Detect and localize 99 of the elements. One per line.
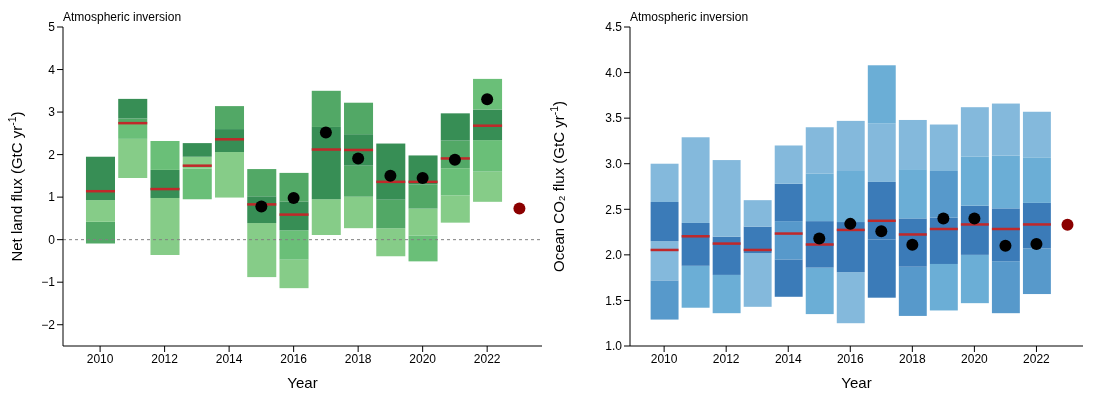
bar [836,222,865,273]
point [968,212,981,225]
x-axis-title: Year [841,374,872,391]
x-tick-label: 2012 [712,351,740,366]
bar [681,222,710,266]
point [352,152,365,165]
bar [991,103,1020,156]
y-tick-label: −2 [41,317,56,332]
y-tick-label: 0 [48,232,56,247]
bar [960,107,989,157]
x-tick-label: 2020 [409,351,437,366]
bar [279,259,309,289]
bar [1022,111,1051,158]
point [416,171,429,184]
bar [408,184,438,209]
bar [440,195,470,223]
point [999,239,1012,252]
x-tick-label: 2010 [650,351,678,366]
bar [836,171,865,223]
y-tick-label: 2 [48,147,56,162]
bar [929,263,958,311]
y-tick-label: 2.5 [605,202,623,217]
point [384,169,397,182]
y-tick-label: 4.5 [605,20,623,35]
bar [311,199,341,235]
bar [650,280,679,320]
y-tick-label: 4 [48,62,56,77]
bar [214,152,245,198]
point [875,225,888,238]
point [844,217,857,230]
bar [774,221,803,260]
bar [681,235,710,238]
point [1061,218,1074,231]
bar [279,230,309,260]
bar [681,265,710,308]
bar [991,155,1020,209]
bar [960,156,989,206]
x-tick-label: 2016 [280,351,308,366]
bar [473,171,503,202]
x-tick-label: 2014 [774,351,802,366]
bar [247,223,277,278]
x-tick-label: 2014 [215,351,243,366]
x-tick-label: 2022 [473,351,501,366]
point [513,202,526,215]
x-tick-label: 2018 [899,351,927,366]
y-tick-label: 3.0 [605,156,623,171]
bar [473,140,503,172]
x-tick-label: 2012 [151,351,179,366]
bar [650,163,679,202]
bar [440,113,470,141]
bar [929,171,958,218]
y-tick-label: 1 [48,190,56,205]
bar [991,261,1020,314]
bar [247,169,277,197]
bar [836,120,865,172]
y-tick-label: 3.5 [605,111,623,126]
bar [1022,248,1051,295]
point [1030,237,1043,250]
bar [150,197,180,255]
chart-title: Atmospheric inversion [63,10,182,24]
bar [991,208,1020,262]
bar [1022,157,1051,203]
bar [805,267,834,315]
y-tick-label: 2.0 [605,248,623,263]
point [937,212,950,225]
bar [214,106,245,130]
x-tick-label: 2010 [86,351,114,366]
x-tick-label: 2020 [961,351,989,366]
y-tick-label: −1 [41,275,56,290]
x-tick-label: 2022 [1023,351,1051,366]
bar [805,173,834,222]
point [287,191,300,204]
x-tick-label: 2018 [344,351,372,366]
bar [712,274,741,314]
y-tick-label: 4.0 [605,65,623,80]
bar [898,169,927,219]
chart-title: Atmospheric inversion [630,10,749,24]
bar [118,123,148,139]
bar [118,98,148,119]
bar [898,119,927,170]
bar [311,90,341,127]
bar [960,254,989,304]
bar [376,228,406,257]
bar [805,127,834,174]
y-tick-label: 1.5 [605,293,623,308]
x-tick-label: 2016 [836,351,864,366]
bar [118,138,148,178]
y-tick-label: 1.0 [605,339,623,354]
y-tick-label: 3 [48,105,56,120]
bar [743,226,772,254]
bar [214,138,245,141]
bar [440,168,470,196]
y-tick-label: 5 [48,20,56,35]
bar [929,124,958,172]
bar [774,145,803,184]
point [319,126,332,139]
bar [898,266,927,316]
x-axis-title: Year [287,374,318,391]
bar [344,196,374,229]
